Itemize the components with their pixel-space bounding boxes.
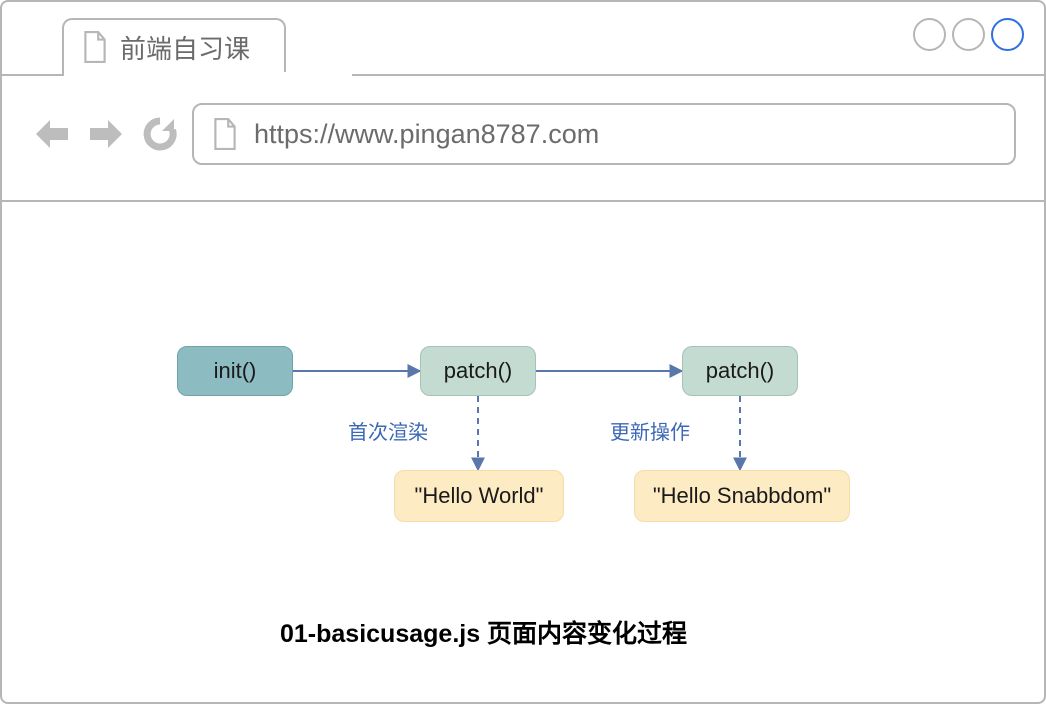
tab-active-mask [64, 72, 352, 76]
refresh-button[interactable] [138, 112, 182, 156]
file-icon [82, 31, 108, 63]
flow-node-out1: "Hello World" [394, 470, 564, 522]
window-controls [913, 18, 1024, 51]
forward-button[interactable] [84, 112, 128, 156]
page-content: init() patch() patch() "Hello World" "Hello … [2, 200, 1044, 702]
edge-label: 更新操作 [610, 416, 690, 445]
address-bar[interactable]: https://www.pingan8787.com [192, 103, 1016, 165]
tab-strip: 前端自习课 [62, 18, 286, 74]
flow-node-patch2: patch() [682, 346, 798, 396]
refresh-icon [141, 115, 179, 153]
edge-label: 首次渲染 [348, 416, 428, 445]
window-control-dot[interactable] [913, 18, 946, 51]
url-text: https://www.pingan8787.com [254, 119, 599, 150]
flow-node-init: init() [177, 346, 293, 396]
browser-window: 前端自习课 https://www.pingan8787.c [0, 0, 1046, 704]
flow-node-out2: "Hello Snabbdom" [634, 470, 850, 522]
page-icon [212, 118, 238, 150]
flow-node-patch1: patch() [420, 346, 536, 396]
window-control-dot[interactable] [952, 18, 985, 51]
back-button[interactable] [30, 112, 74, 156]
browser-toolbar: https://www.pingan8787.com [30, 98, 1016, 170]
window-control-dot[interactable] [991, 18, 1024, 51]
tab-title: 前端自习课 [120, 29, 250, 66]
arrow-left-icon [32, 114, 72, 154]
diagram-caption: 01-basicusage.js 页面内容变化过程 [280, 614, 687, 650]
browser-tab[interactable]: 前端自习课 [62, 18, 286, 74]
arrow-right-icon [86, 114, 126, 154]
